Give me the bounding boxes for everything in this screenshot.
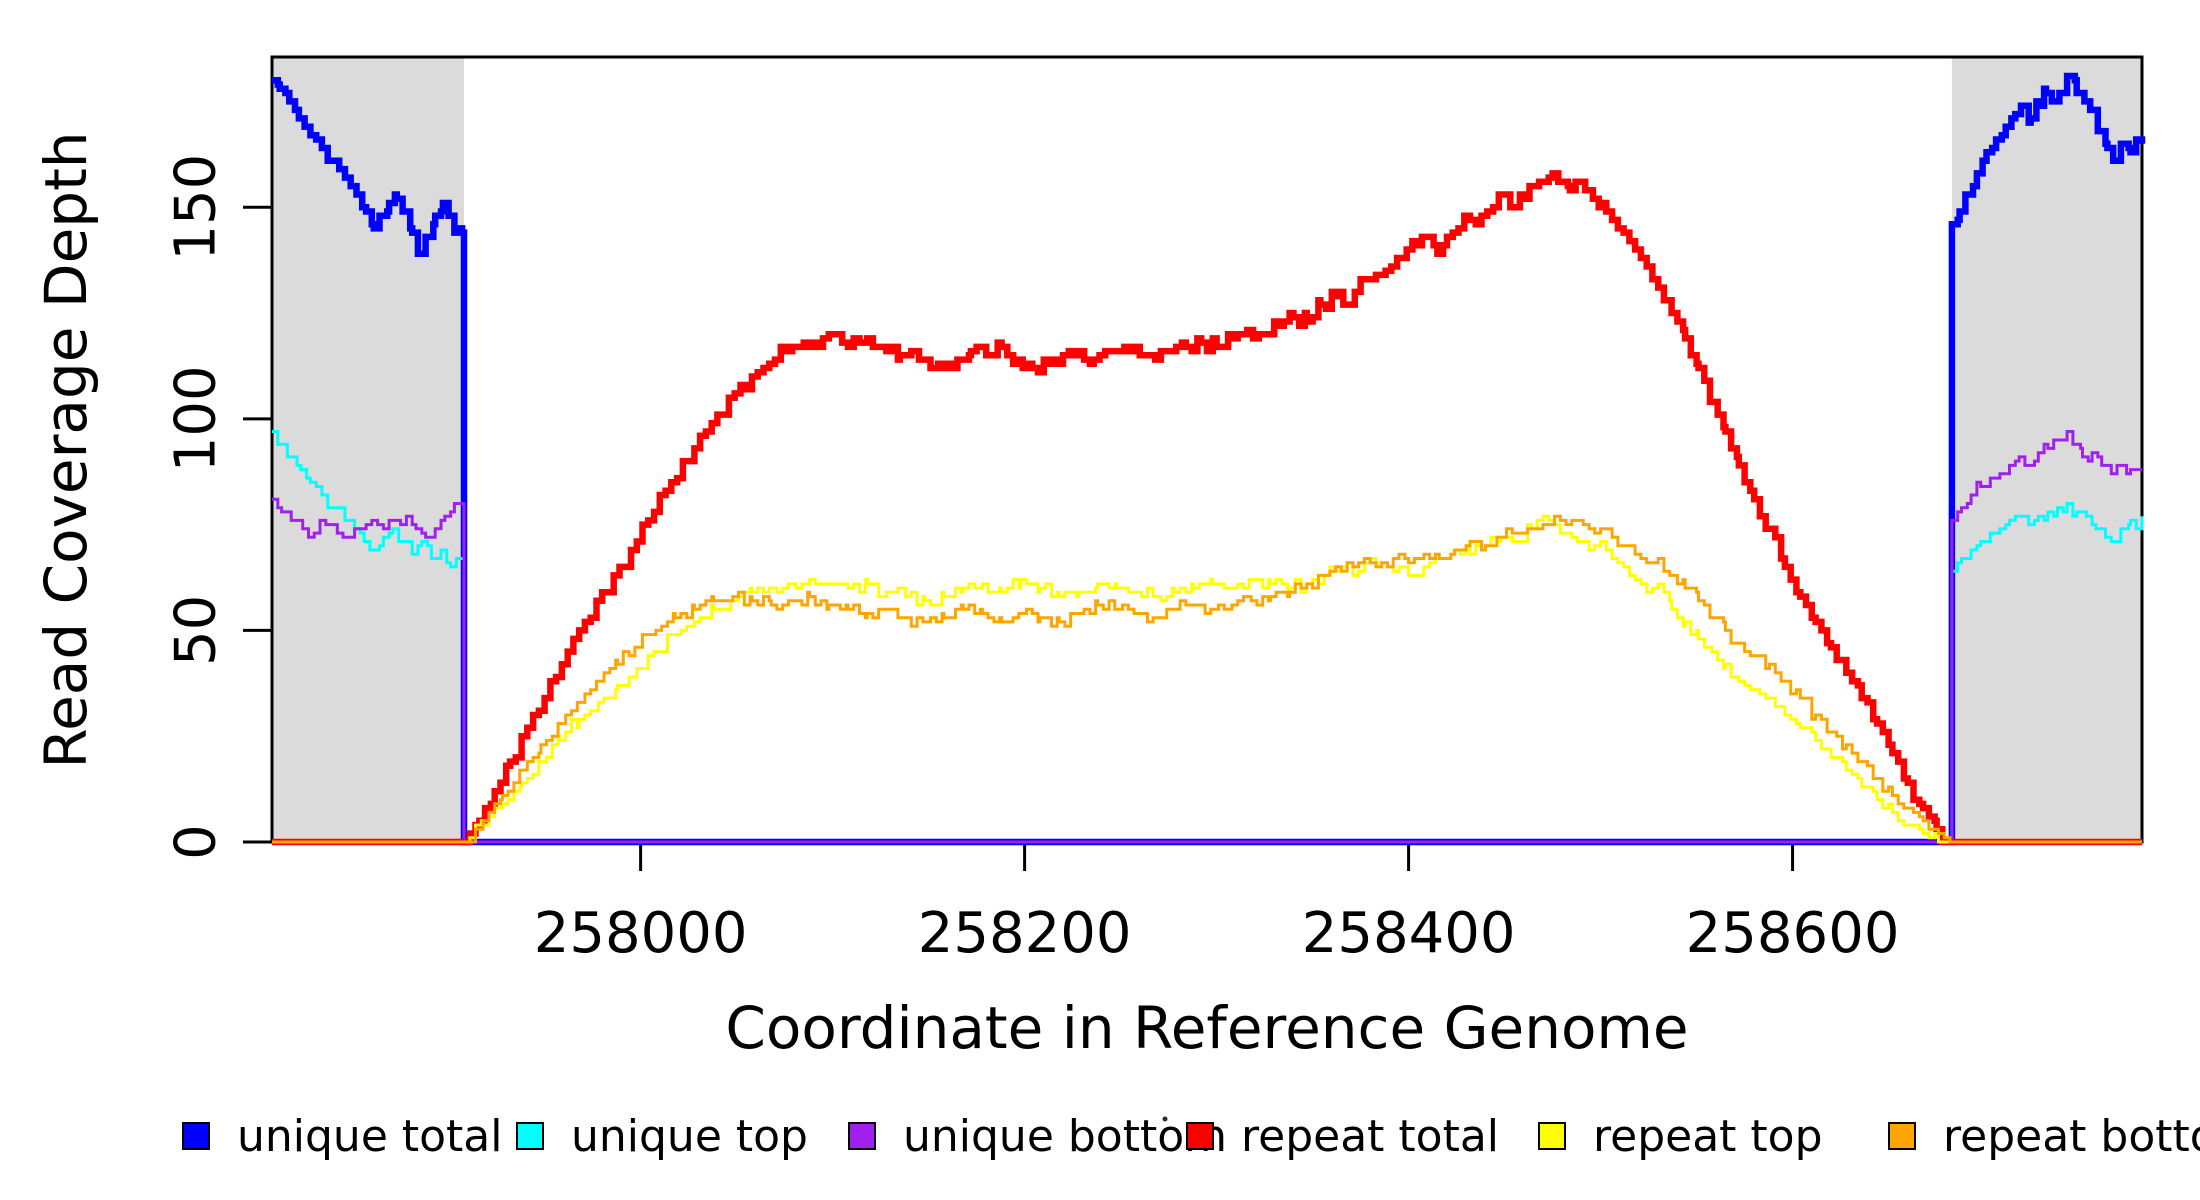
series-line-repeat-bottom xyxy=(272,514,2142,844)
legend-label: unique bottom xyxy=(903,1111,1227,1162)
y-tick-label: 0 xyxy=(164,824,229,860)
legend-swatch-unique-top xyxy=(516,1122,544,1150)
series-line-unique-total xyxy=(272,72,2146,846)
legend-swatch-repeat-bottom xyxy=(1888,1122,1916,1150)
legend-label: repeat bottom xyxy=(1943,1111,2200,1162)
legend-item-unique-bottom: unique bottom xyxy=(848,1111,1227,1162)
y-axis-title: Read Coverage Depth xyxy=(32,131,100,768)
legend-label: repeat top xyxy=(1593,1111,1823,1162)
x-tick-label: 258200 xyxy=(918,901,1132,966)
x-tick-label: 258600 xyxy=(1686,901,1900,966)
series-line-unique-bottom xyxy=(272,430,2142,844)
legend: unique total unique top unique bottom repea… xyxy=(182,1111,2200,1162)
series-lines xyxy=(272,72,2146,846)
legend-swatch-repeat-top xyxy=(1538,1122,1566,1150)
y-tick-label: 100 xyxy=(164,365,229,472)
legend-swatch-repeat-total xyxy=(1186,1122,1214,1150)
shaded-regions xyxy=(272,57,2142,842)
y-tick-label: 50 xyxy=(164,595,229,666)
legend-item-repeat-bottom: repeat bottom xyxy=(1888,1111,2200,1162)
x-tick-label: 258000 xyxy=(534,901,748,966)
legend-swatch-unique-total xyxy=(182,1122,210,1150)
legend-item-unique-total: unique total xyxy=(182,1111,502,1162)
y-axis-ticks: 0 50 100 150 xyxy=(164,154,272,860)
legend-label: repeat total xyxy=(1241,1111,1499,1162)
y-tick-label: 150 xyxy=(164,154,229,261)
unique-region-left xyxy=(272,57,464,842)
plot-frame xyxy=(270,55,2144,844)
legend-swatch-unique-bottom xyxy=(848,1122,876,1150)
series-line-repeat-total xyxy=(272,170,2142,846)
x-tick-label: 258400 xyxy=(1302,901,1516,966)
legend-label: unique top xyxy=(571,1111,808,1162)
legend-label: unique total xyxy=(237,1111,502,1162)
legend-item-unique-top: unique top xyxy=(516,1111,808,1162)
series-line-repeat-top xyxy=(272,514,2142,844)
x-axis-title: Coordinate in Reference Genome xyxy=(725,994,1688,1062)
stray-dot xyxy=(1162,1116,1168,1122)
x-axis-ticks: 258000 258200 258400 258600 xyxy=(534,842,1900,966)
series-line-unique-top xyxy=(272,430,2144,844)
legend-item-repeat-top: repeat top xyxy=(1538,1111,1823,1162)
legend-item-repeat-total: repeat total xyxy=(1186,1111,1499,1162)
